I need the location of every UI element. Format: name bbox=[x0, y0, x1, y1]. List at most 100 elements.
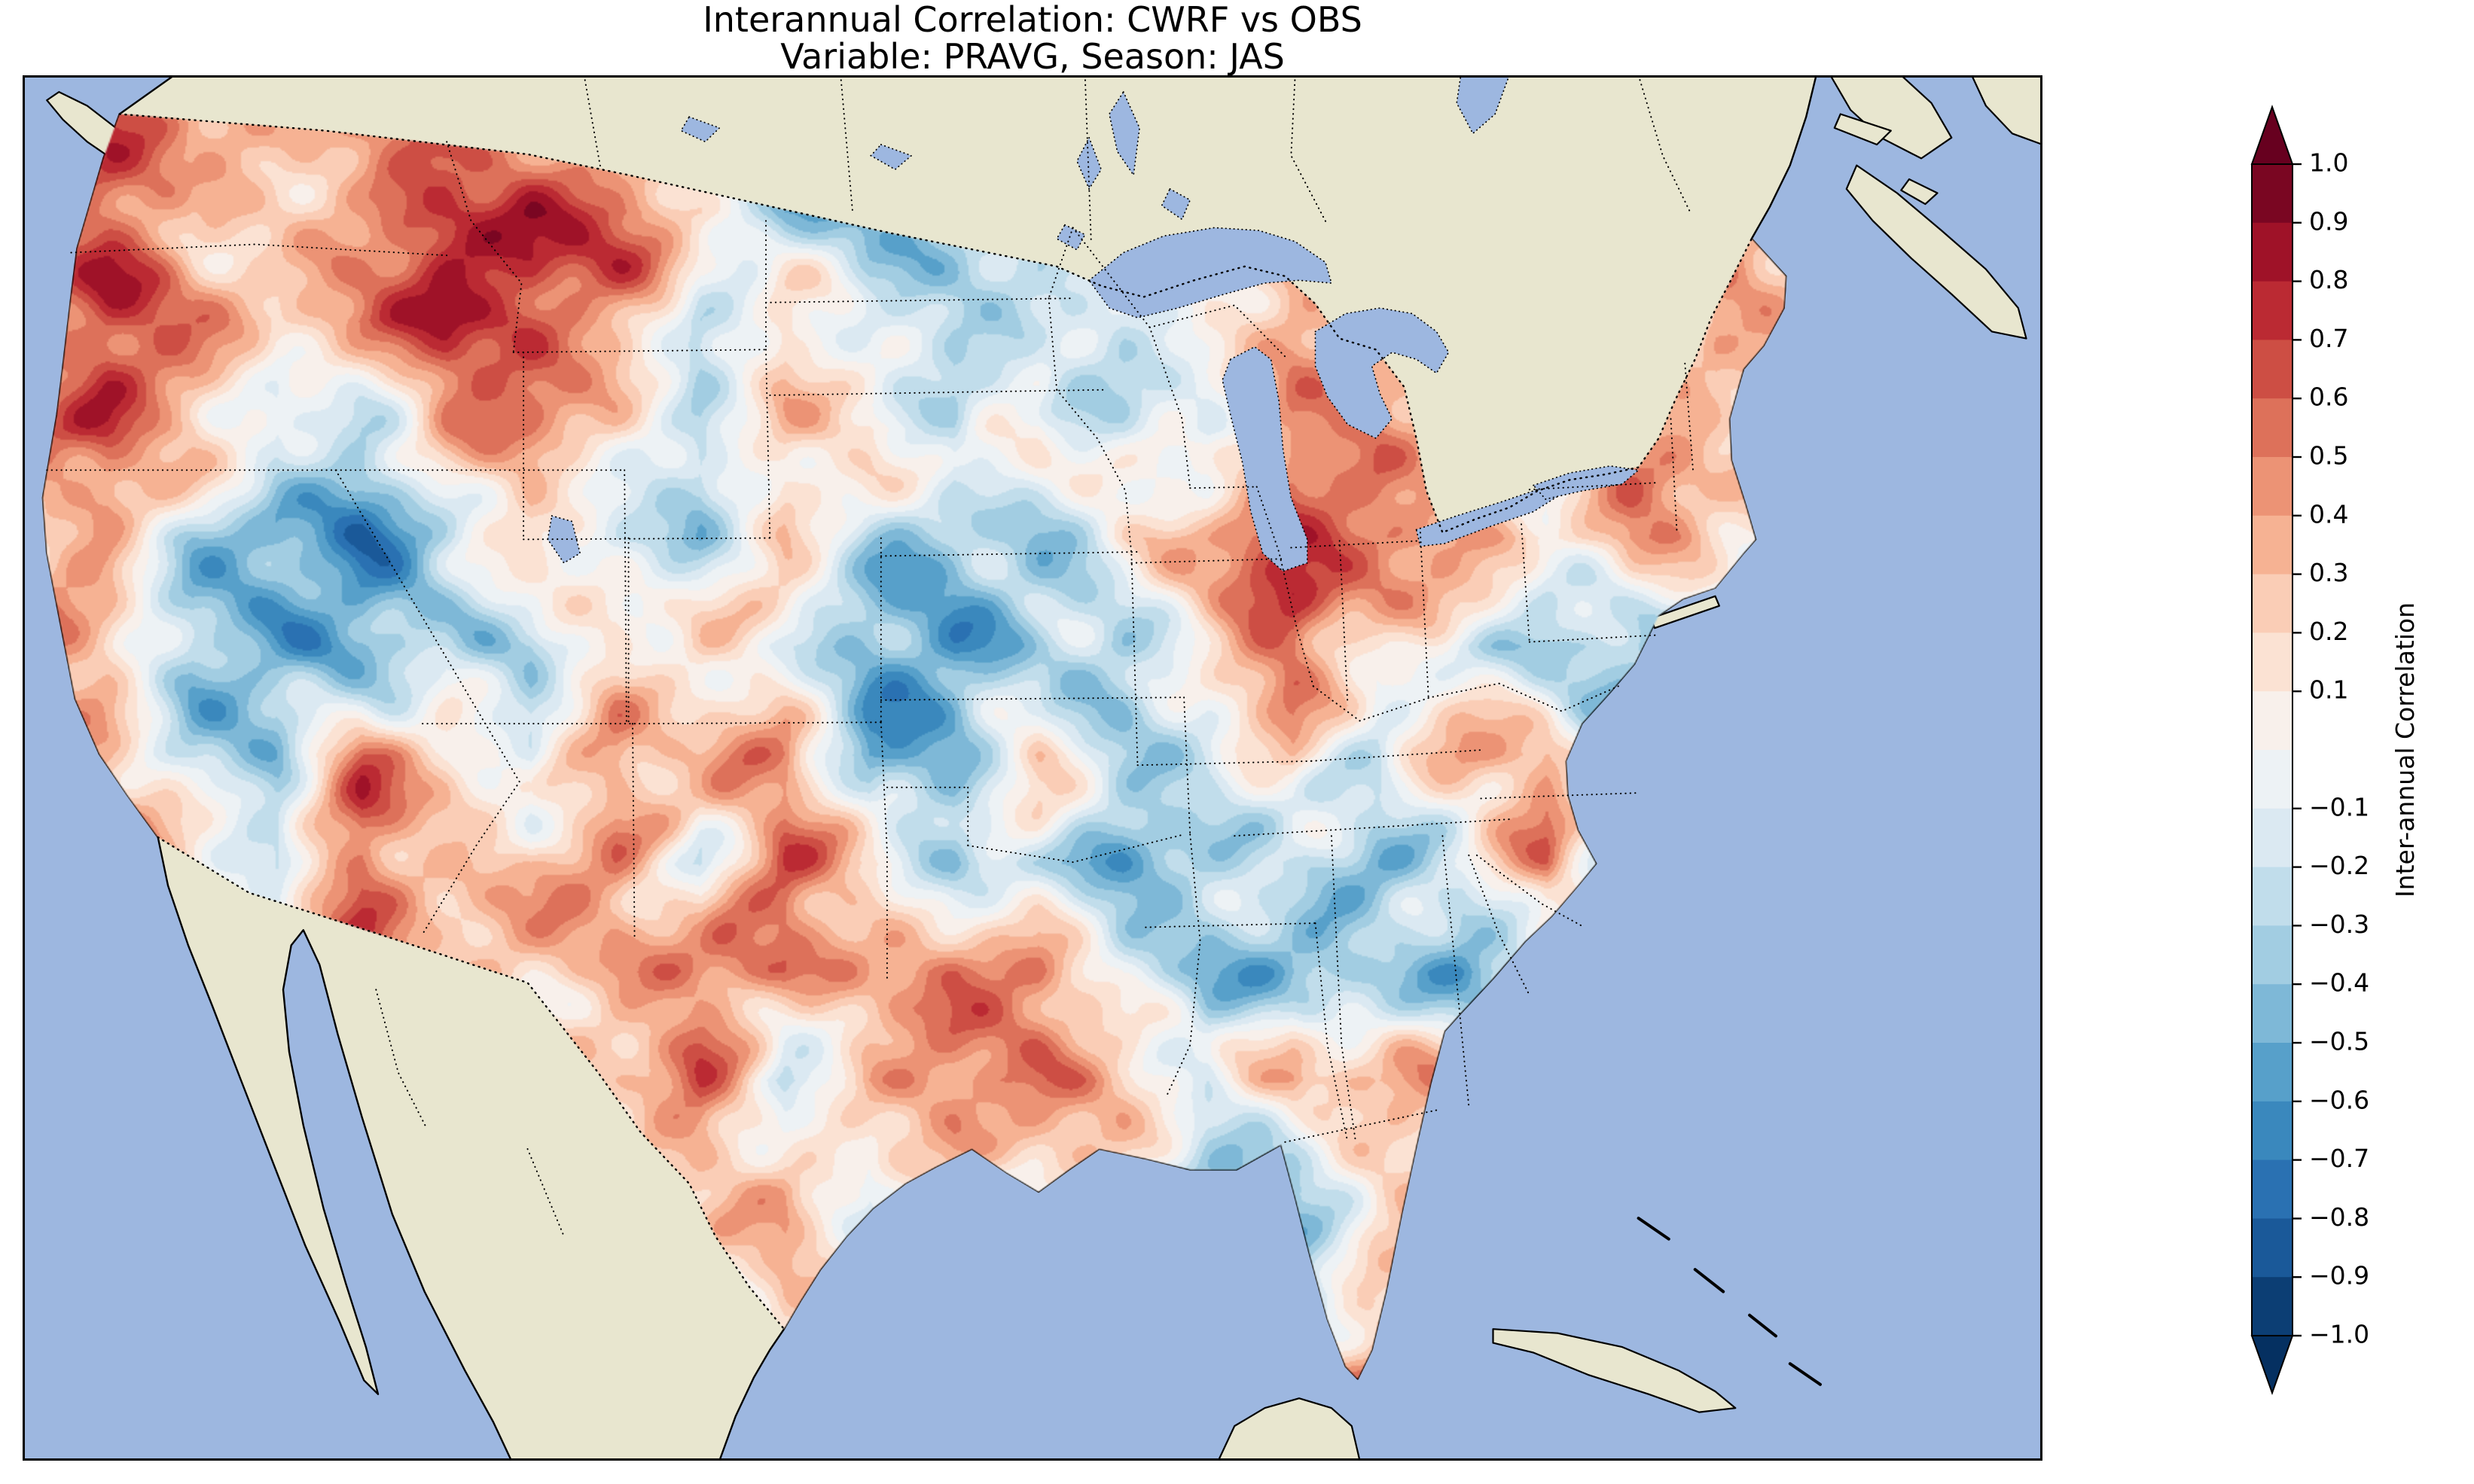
state-border-line bbox=[1130, 558, 1284, 564]
correlation-field bbox=[23, 75, 2042, 1461]
colorbar-tick-label: −0.6 bbox=[2309, 1085, 2369, 1114]
state-border-line bbox=[583, 75, 602, 168]
colorbar-tick-label: −0.4 bbox=[2309, 968, 2369, 998]
colorbar-extend-bottom bbox=[2250, 1335, 2294, 1395]
colorbar-tick-label: −0.1 bbox=[2309, 792, 2369, 821]
colorbar-axis-label: Inter-annual Correlation bbox=[2390, 602, 2420, 897]
state-border-line bbox=[1684, 362, 1694, 471]
state-border-line bbox=[1165, 833, 1201, 1099]
colorbar-band bbox=[2252, 925, 2292, 985]
state-border-line bbox=[967, 833, 1185, 864]
map-axes bbox=[23, 75, 2042, 1461]
colorbar-tick-label: 0.6 bbox=[2309, 382, 2348, 412]
state-border-line bbox=[1136, 760, 1313, 766]
colorbar-tick-label: −0.5 bbox=[2309, 1027, 2369, 1056]
state-border-line bbox=[1419, 532, 1429, 699]
lake bbox=[1222, 346, 1308, 572]
colorbar-band bbox=[2252, 691, 2292, 751]
state-border-line bbox=[1284, 1109, 1438, 1143]
colorbar-extend-top bbox=[2250, 105, 2294, 165]
state-border-line bbox=[1310, 749, 1482, 762]
state-border-line bbox=[1048, 297, 1058, 391]
colorbar-band bbox=[2252, 867, 2292, 926]
state-border-line bbox=[1498, 682, 1619, 712]
lake bbox=[1314, 307, 1450, 440]
state-border-line bbox=[1330, 835, 1357, 1143]
state-border-line bbox=[1255, 486, 1314, 687]
state-border-line bbox=[840, 75, 854, 215]
colorbar-tick-label: −0.7 bbox=[2309, 1144, 2369, 1173]
state-border-line bbox=[1338, 540, 1349, 705]
state-border-line bbox=[1476, 854, 1583, 927]
map-frame bbox=[23, 75, 2042, 1461]
colorbar-band bbox=[2252, 1159, 2292, 1219]
state-border-line bbox=[1048, 227, 1074, 300]
lake bbox=[1415, 487, 1563, 547]
state-border-line bbox=[1145, 922, 1316, 928]
colorbar-svg: 1.0 0.9 0.8 0.7 0.6 0.5 0.4 0.3 0.2 0.1 −0.1 −0.2 −0… bbox=[2250, 105, 2420, 1395]
colorbar-band bbox=[2252, 1101, 2292, 1161]
colorbar-tick-label: 0.7 bbox=[2309, 324, 2348, 353]
colorbar-tick-label: 0.5 bbox=[2309, 441, 2348, 471]
colorbar-tick-label: 1.0 bbox=[2309, 148, 2348, 178]
colorbar-band bbox=[2252, 1218, 2292, 1278]
colorbar-band bbox=[2252, 632, 2292, 692]
colorbar-band bbox=[2252, 750, 2292, 809]
lake bbox=[680, 116, 721, 143]
state-border-line bbox=[1312, 682, 1500, 722]
colorbar-tick-label: −1.0 bbox=[2309, 1320, 2369, 1349]
colorbar-tick-label: −0.2 bbox=[2309, 851, 2369, 880]
colorbar-tick-label: 0.8 bbox=[2309, 265, 2348, 294]
state-border-line bbox=[1670, 418, 1678, 534]
colorbar-band bbox=[2252, 1277, 2292, 1336]
state-border-line bbox=[1056, 389, 1133, 556]
colorbar-tick-label: −0.9 bbox=[2309, 1261, 2369, 1291]
state-borders bbox=[46, 75, 1694, 1237]
state-border-line bbox=[1521, 523, 1530, 643]
lake bbox=[1532, 465, 1640, 500]
state-border-line bbox=[422, 721, 882, 725]
chart-title-line1: Interannual Correlation: CWRF vs OBS bbox=[703, 0, 1362, 40]
colorbar-band bbox=[2252, 164, 2292, 224]
state-border-line bbox=[880, 721, 888, 980]
colorbar-band bbox=[2252, 515, 2292, 575]
state-border-line bbox=[1149, 304, 1286, 358]
state-border-line bbox=[446, 141, 523, 353]
colorbar-band bbox=[2252, 808, 2292, 868]
correlation-map bbox=[23, 75, 2042, 1461]
state-border-line bbox=[1072, 227, 1191, 489]
colorbar: 1.0 0.9 0.8 0.7 0.6 0.5 0.4 0.3 0.2 0.1 −0.1 −0.2 −0… bbox=[2248, 0, 2474, 1484]
colorbar-tick-label: −0.8 bbox=[2309, 1202, 2369, 1232]
lakes bbox=[547, 75, 1640, 572]
lake bbox=[1076, 136, 1103, 190]
state-border-line bbox=[334, 469, 520, 935]
state-border-line bbox=[880, 551, 1139, 557]
national-border-line bbox=[157, 836, 786, 1330]
colorbar-tick-label: 0.9 bbox=[2309, 206, 2348, 236]
lake bbox=[1456, 75, 1510, 135]
colorbar-band bbox=[2252, 222, 2292, 282]
colorbar-band bbox=[2252, 340, 2292, 399]
state-border-line bbox=[765, 297, 1074, 303]
colorbar-tick-label: −0.3 bbox=[2309, 910, 2369, 939]
colorbar-tick-label: 0.4 bbox=[2309, 499, 2348, 529]
national-border-line bbox=[118, 113, 1753, 534]
chart-title-line2: Variable: PRAVG, Season: JAS bbox=[780, 35, 1285, 77]
state-border-line bbox=[1130, 553, 1139, 766]
colorbar-tick-label: 0.2 bbox=[2309, 617, 2348, 646]
colorbar-tick-label: 0.1 bbox=[2309, 675, 2348, 705]
colorbar-band bbox=[2252, 281, 2292, 340]
state-border-line bbox=[375, 989, 428, 1129]
state-border-line bbox=[70, 243, 448, 257]
state-border-line bbox=[1441, 835, 1470, 1107]
lake bbox=[869, 143, 913, 171]
state-border-line bbox=[512, 349, 767, 353]
state-border-line bbox=[1314, 922, 1349, 1143]
chart-title: Interannual Correlation: CWRF vs OBS Var… bbox=[23, 2, 2042, 75]
state-border-line bbox=[1468, 854, 1530, 996]
lake bbox=[1055, 224, 1086, 251]
national-borders bbox=[118, 113, 1753, 1330]
lake bbox=[1161, 187, 1191, 221]
colorbar-band bbox=[2252, 457, 2292, 517]
colorbar-band bbox=[2252, 574, 2292, 633]
